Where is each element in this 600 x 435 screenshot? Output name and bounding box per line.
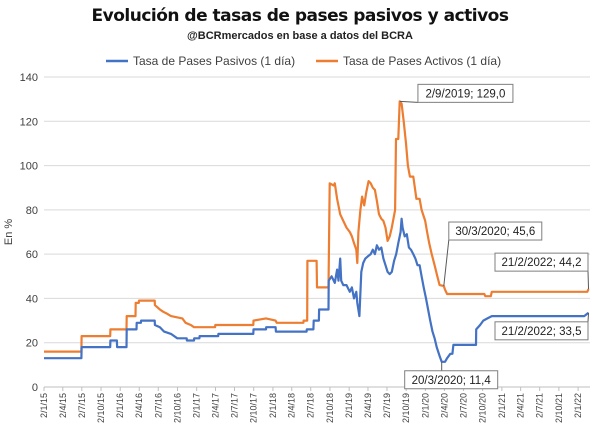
annotation-label: 2/9/2019; 129,0 <box>425 88 505 100</box>
annotation-callout: 20/3/2020; 11,4 <box>404 361 499 390</box>
x-tick-label: 2/10/21 <box>554 393 564 423</box>
annotation-box <box>404 370 499 390</box>
legend-item-activos: Tasa de Pases Activos (1 día) <box>316 54 501 68</box>
y-axis-ticks: 0 20 40 60 80 100 120 140 <box>20 72 38 394</box>
chart-subtitle: @BCRmercados en base a datos del BCRA <box>187 30 413 42</box>
x-tick-label: 2/10/20 <box>478 393 488 423</box>
x-tick-label: 2/10/18 <box>325 393 335 423</box>
x-tick-label: 2/10/16 <box>172 393 182 423</box>
x-tick-label: 2/10/17 <box>249 393 259 423</box>
annotation-callout: 2/9/2019; 129,0 <box>399 83 514 103</box>
data-annotations: 2/9/2019; 129,0 30/3/2020; 45,6 21/2/2022;… <box>399 83 590 390</box>
x-tick-label: 2/4/17 <box>210 393 220 418</box>
annotation-callout: 30/3/2020; 45,6 <box>443 221 543 287</box>
y-tick-label: 120 <box>20 116 38 128</box>
legend-label: Tasa de Pases Pasivos (1 día) <box>133 54 295 68</box>
x-tick-label: 2/7/17 <box>229 393 239 418</box>
x-tick-label: 2/1/20 <box>420 393 430 418</box>
annotation-box <box>448 221 543 241</box>
chart-legend: Tasa de Pases Pasivos (1 día) Tasa de Pas… <box>106 54 501 68</box>
x-tick-label: 2/7/19 <box>382 393 392 418</box>
x-tick-label: 2/10/19 <box>401 393 411 423</box>
annotation-leader <box>587 312 590 322</box>
x-tick-label: 2/4/21 <box>516 393 526 418</box>
series-line-activos <box>44 100 590 353</box>
y-tick-label: 20 <box>26 338 38 350</box>
x-tick-label: 2/1/19 <box>344 393 354 418</box>
annotation-leader <box>443 239 450 287</box>
annotation-callout: 21/2/2022; 44,2 <box>494 252 590 290</box>
x-tick-label: 2/7/20 <box>458 393 468 418</box>
series-lines <box>44 100 590 363</box>
y-tick-label: 0 <box>32 382 38 394</box>
chart-title: Evolución de tasas de pases pasivos y ac… <box>91 6 509 26</box>
x-axis-ticks: 2/1/15 2/4/15 2/7/15 2/10/15 2/1/16 2/4/16 2/7… <box>39 387 583 423</box>
annotation-label: 21/2/2022; 33,5 <box>502 326 582 338</box>
legend-item-pasivos: Tasa de Pases Pasivos (1 día) <box>106 54 295 68</box>
x-tick-label: 2/7/21 <box>535 393 545 418</box>
annotation-label: 30/3/2020; 45,6 <box>455 226 535 238</box>
x-tick-label: 2/1/18 <box>268 393 278 418</box>
x-tick-label: 2/1/16 <box>115 393 125 418</box>
x-tick-label: 2/10/15 <box>96 393 106 423</box>
x-tick-label: 2/1/15 <box>39 393 49 418</box>
y-tick-label: 40 <box>26 293 38 305</box>
x-tick-label: 2/1/17 <box>192 393 202 418</box>
x-tick-label: 2/7/18 <box>306 393 316 418</box>
y-tick-label: 60 <box>26 249 38 261</box>
annotation-label: 21/2/2022; 44,2 <box>502 257 582 269</box>
annotation-leader <box>399 100 418 103</box>
series-line-pasivos <box>44 217 590 363</box>
x-tick-label: 2/7/16 <box>153 393 163 418</box>
annotation-callout: 21/2/2022; 33,5 <box>494 312 590 341</box>
x-tick-label: 2/7/15 <box>77 393 87 418</box>
annotation-leader <box>587 271 590 290</box>
legend-label: Tasa de Pases Activos (1 día) <box>343 54 501 68</box>
x-tick-label: 2/4/20 <box>439 393 449 418</box>
x-tick-label: 2/4/15 <box>58 393 68 418</box>
annotation-box <box>494 252 589 272</box>
x-tick-label: 2/1/21 <box>497 393 507 418</box>
annotation-label: 20/3/2020; 11,4 <box>412 375 492 387</box>
gridlines <box>44 76 590 388</box>
y-axis-label: En % <box>3 219 15 246</box>
x-tick-label: 2/4/18 <box>287 393 297 418</box>
annotation-box <box>417 83 514 103</box>
y-tick-label: 80 <box>26 205 38 217</box>
y-tick-label: 100 <box>20 161 38 173</box>
annotation-box <box>494 321 589 341</box>
x-tick-label: 2/1/22 <box>573 393 583 418</box>
y-tick-label: 140 <box>20 72 38 84</box>
x-tick-label: 2/4/16 <box>134 393 144 418</box>
x-tick-label: 2/4/19 <box>363 393 373 418</box>
